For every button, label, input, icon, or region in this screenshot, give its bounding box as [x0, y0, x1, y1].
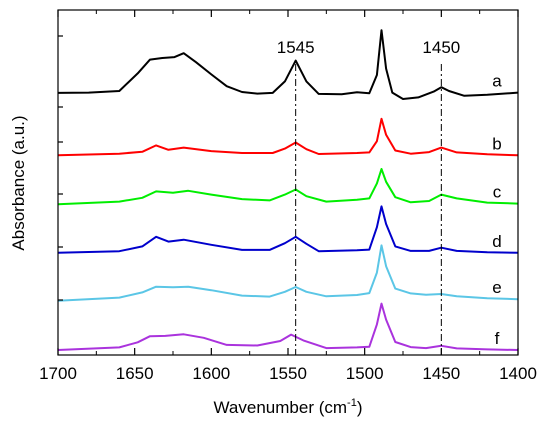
x-axis-ticks: 1700 1650 1600 1550 1500 1450 1400 — [39, 10, 537, 383]
x-tick-label: 1700 — [39, 364, 77, 383]
y-axis-ticks — [58, 35, 63, 301]
series-line-a — [57, 29, 519, 100]
series-line-e — [57, 244, 519, 302]
series-lines — [57, 29, 519, 351]
series-label-d: d — [492, 232, 501, 251]
x-tick-label: 1500 — [346, 364, 384, 383]
series-label-c: c — [493, 183, 502, 202]
x-tick-label: 1600 — [192, 364, 230, 383]
series-line-d — [57, 205, 519, 254]
x-axis-label: Wavenumber (cm-1) — [214, 397, 363, 417]
series-labels: a b c d e f — [492, 72, 502, 348]
series-label-e: e — [492, 278, 501, 297]
series-line-c — [57, 168, 519, 206]
x-tick-label: 1400 — [499, 364, 537, 383]
series-label-b: b — [492, 134, 501, 153]
x-axis-label-tail: ) — [357, 398, 363, 417]
x-tick-label: 1650 — [116, 364, 154, 383]
series-line-b — [57, 117, 519, 157]
reference-lines — [295, 64, 442, 355]
x-tick-label: 1450 — [422, 364, 460, 383]
y-axis-label: Absorbance (a.u.) — [9, 115, 28, 250]
x-tick-label: 1550 — [269, 364, 307, 383]
annotation-labels: 1545 1450 — [277, 38, 460, 57]
plot-frame — [57, 9, 519, 356]
annotation-1545: 1545 — [277, 38, 315, 57]
x-axis-label-main: Wavenumber (cm — [214, 398, 348, 417]
annotation-1450: 1450 — [422, 38, 460, 57]
series-line-f — [57, 302, 519, 351]
series-label-a: a — [492, 72, 502, 91]
series-label-f: f — [495, 329, 500, 348]
x-axis-label-superscript: -1 — [347, 397, 357, 409]
